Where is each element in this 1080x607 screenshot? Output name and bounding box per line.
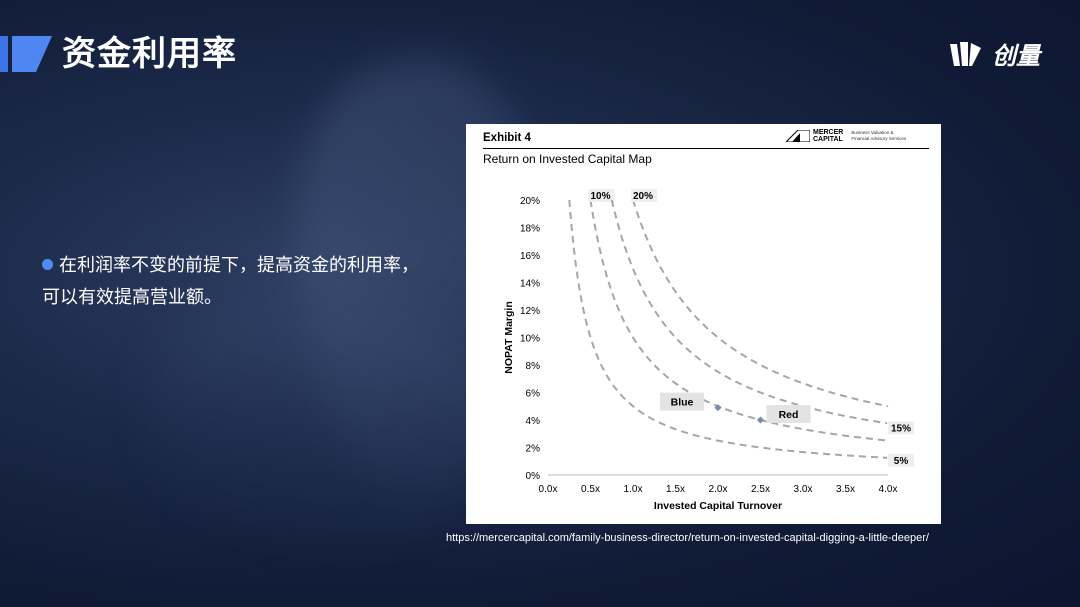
data-point-label-bg — [660, 392, 704, 411]
y-tick-label: 2% — [526, 444, 541, 455]
curve-label-bg — [588, 189, 615, 202]
roic-curve-line — [568, 199, 888, 459]
roic-chart: 0% 2% 4% 6% 8% 10% 12% 14% 16% 18% 20% 0.0x 0.5x 1.0x… — [503, 189, 914, 512]
x-tick-label: 0.0x — [539, 484, 558, 495]
mercer-tagline-2: Financial Advisory Services — [851, 136, 907, 141]
exhibit-image: Exhibit 4 MERCER CAPITAL Business Valuat… — [466, 124, 941, 524]
x-tick-label: 2.0x — [709, 484, 728, 495]
page-title: 资金利用率 — [62, 34, 237, 74]
source-url: https://mercercapital.com/family-busines… — [446, 532, 929, 544]
data-point-marker — [714, 404, 722, 412]
roic-curve-line — [632, 199, 889, 408]
exhibit-divider — [483, 148, 929, 149]
x-tick-label: 4.0x — [879, 484, 898, 495]
x-tick-label: 0.5x — [581, 484, 600, 495]
x-axis-label: Invested Capital Turnover — [654, 500, 782, 512]
mercer-brand-top: MERCER — [813, 129, 844, 136]
mercer-logo-icon — [786, 130, 810, 142]
y-tick-label: 14% — [520, 279, 540, 290]
curve-label-bg — [888, 453, 914, 467]
y-tick-label: 4% — [526, 416, 541, 427]
curve-label: 20% — [633, 191, 653, 202]
data-point-label: Blue — [671, 397, 694, 409]
mercer-brand-bottom: CAPITAL — [813, 136, 843, 143]
y-tick-label: 18% — [520, 224, 540, 235]
roic-curve-line — [589, 199, 889, 442]
curve-label-bg — [888, 421, 914, 435]
x-tick-label: 2.5x — [751, 484, 770, 495]
y-tick-label: 10% — [520, 334, 540, 345]
y-tick-label: 0% — [526, 471, 541, 482]
y-tick-label: 16% — [520, 251, 540, 262]
y-axis-label: NOPAT Margin — [503, 301, 515, 374]
mercer-logo: MERCER CAPITAL Business Valuation & Fina… — [786, 129, 906, 143]
exhibit-label: Exhibit 4 — [483, 132, 531, 144]
data-point-marker — [756, 416, 765, 424]
curve-label: 15% — [891, 423, 911, 434]
y-tick-label: 12% — [520, 306, 540, 317]
curve-label: 10% — [590, 191, 610, 202]
bullet-point: 在利润率不变的前提下，提高资金的利用率，可以有效提高营业额。 — [42, 250, 422, 314]
bullet-text: 在利润率不变的前提下，提高资金的利用率，可以有效提高营业额。 — [42, 255, 419, 308]
logo-text: 创量 — [992, 42, 1040, 70]
mercer-tagline-1: Business Valuation & — [851, 130, 894, 135]
data-point-label: Red — [779, 409, 799, 421]
data-point-label-bg — [766, 405, 811, 423]
y-tick-label: 20% — [520, 196, 540, 207]
brand-logo: 创量 — [948, 36, 1040, 71]
roic-curve-line — [610, 199, 888, 425]
background-decoration-lower — [150, 300, 510, 540]
x-tick-label: 1.0x — [624, 484, 643, 495]
x-tick-label: 1.5x — [666, 484, 685, 495]
bullet-dot-icon — [42, 259, 53, 270]
exhibit-subtitle: Return on Invested Capital Map — [483, 152, 652, 166]
x-tick-label: 3.0x — [794, 484, 813, 495]
x-tick-label: 3.5x — [836, 484, 855, 495]
logo-icon — [950, 41, 981, 66]
curve-label: 5% — [894, 456, 909, 467]
y-tick-label: 8% — [526, 361, 541, 372]
y-tick-label: 6% — [526, 389, 541, 400]
curve-label-bg — [631, 189, 657, 202]
title-accent-icon — [0, 36, 52, 72]
